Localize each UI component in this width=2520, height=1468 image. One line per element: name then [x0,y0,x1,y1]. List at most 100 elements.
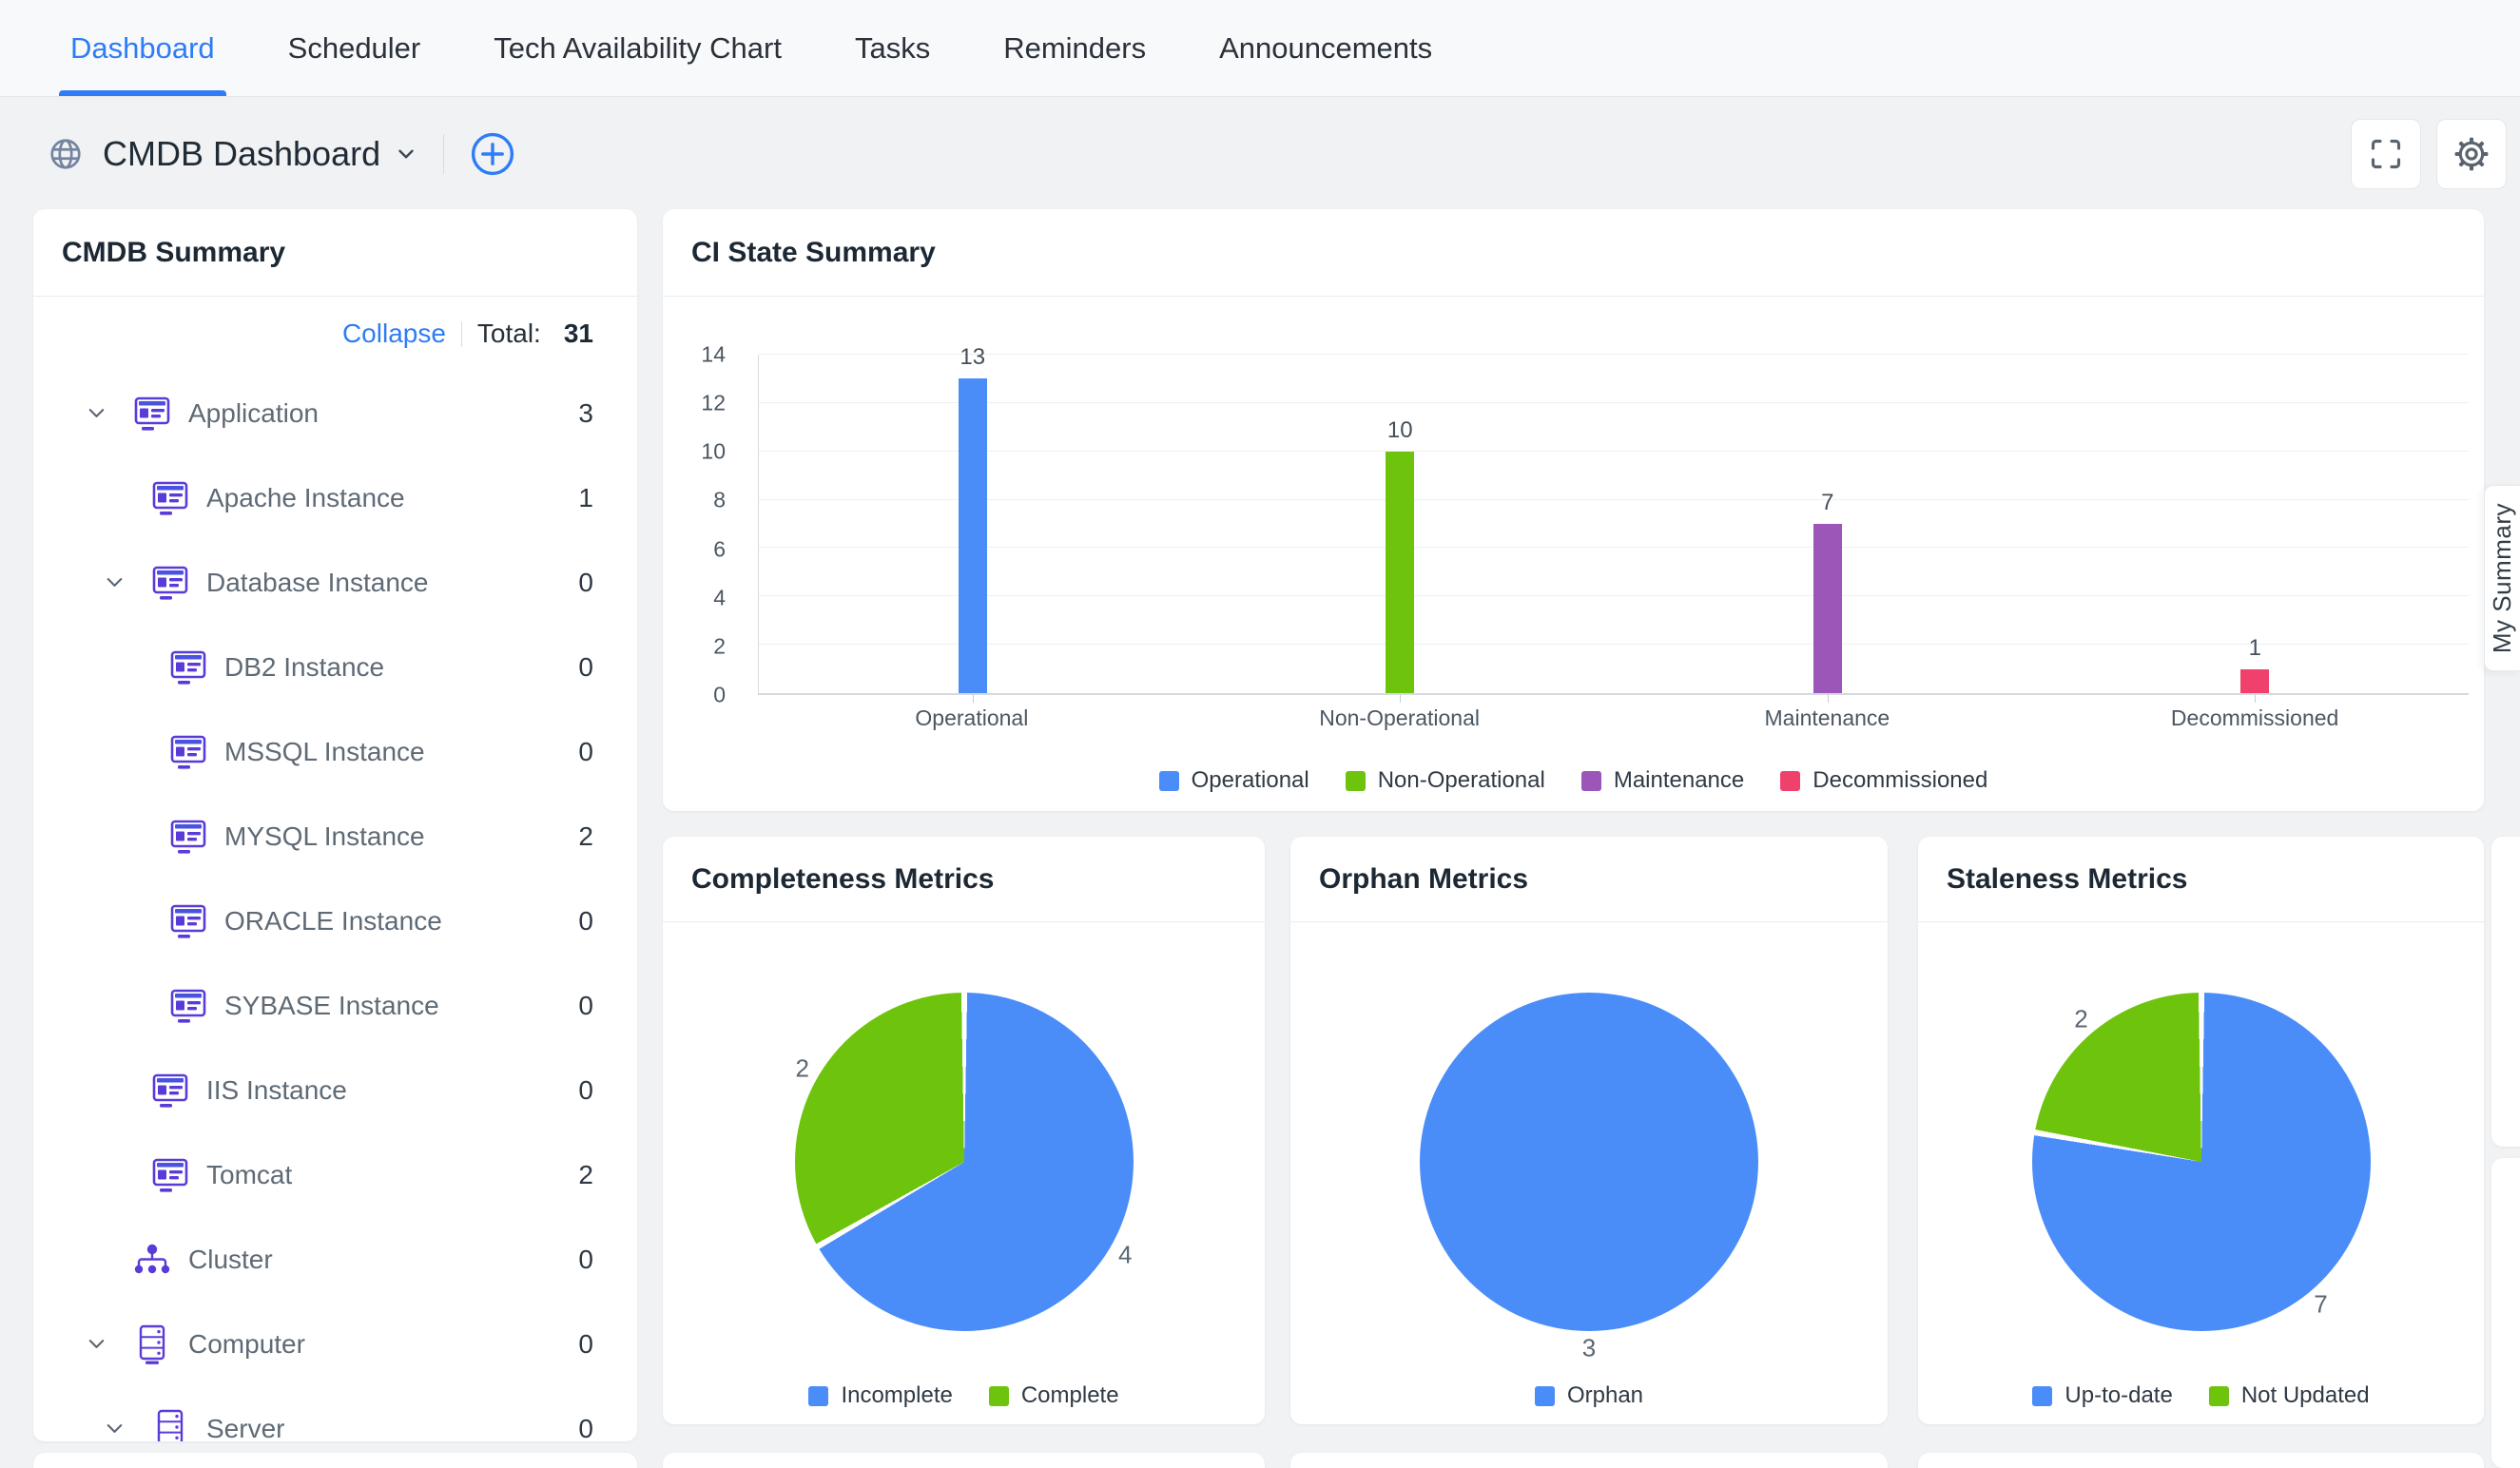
bar-value-label: 1 [2248,634,2261,661]
pie-chart[interactable] [794,993,1134,1331]
legend-item-up-to-date[interactable]: Up-to-date [2032,1382,2173,1409]
bar-operational[interactable]: 13 [958,344,987,693]
nav-tabs: Dashboard Scheduler Tech Availability Char… [0,0,2520,96]
tab-announcements[interactable]: Announcements [1219,30,1433,65]
chevron-down-icon[interactable] [86,1333,129,1355]
application-icon [147,560,193,606]
legend-swatch [1534,1385,1555,1406]
tree-item-mysql-instance[interactable]: MYSQL Instance 2 [33,794,637,879]
legend-swatch [988,1385,1009,1406]
legend-swatch [1345,770,1366,791]
legend-item-complete[interactable]: Complete [988,1382,1119,1409]
tree-item-count: 0 [578,1328,593,1359]
legend-item-decommissioned[interactable]: Decommissioned [1780,767,1987,794]
cmdb-summary-header: CMDB Summary [33,209,637,297]
tab-tech-availability-chart[interactable]: Tech Availability Chart [494,30,782,65]
tree-item-count: 0 [578,651,593,682]
tree-item-label: Apache Instance [206,482,405,512]
next-row-panel-edge [33,1453,637,1468]
legend-item-incomplete[interactable]: Incomplete [808,1382,953,1409]
legend-swatch [1580,770,1601,791]
fullscreen-button[interactable] [2351,118,2421,189]
tree-item-application[interactable]: Application 3 [33,371,637,455]
bar-maintenance[interactable]: 7 [1812,490,1842,693]
tree-item-label: SYBASE Instance [224,990,439,1020]
legend-item-operational[interactable]: Operational [1158,767,1309,794]
tree-item-server[interactable]: Server 0 [33,1386,637,1441]
tree-item-tomcat[interactable]: Tomcat 2 [33,1132,637,1217]
tree-item-database-instance[interactable]: Database Instance 0 [33,540,637,625]
tab-tasks[interactable]: Tasks [854,30,931,65]
dashboard-toolbar: CMDB Dashboard [0,98,2520,209]
legend-label: Complete [1020,1382,1119,1408]
tree-item-mssql-instance[interactable]: MSSQL Instance 0 [33,709,637,794]
globe-icon [48,136,84,172]
y-tick-label: 2 [713,633,726,659]
chevron-down-icon[interactable] [86,402,129,424]
bar-non-operational[interactable]: 10 [1386,417,1415,693]
bar-chart-y-axis: 0 2 4 6 8 10 12 14 [663,342,743,707]
tab-reminders[interactable]: Reminders [1003,30,1147,65]
tree-item-apache-instance[interactable]: Apache Instance 1 [33,455,637,540]
legend-item-not-updated[interactable]: Not Updated [2208,1382,2370,1409]
x-category-label: Maintenance [1764,705,1890,730]
bar-chart-plot: 13 10 7 1 [758,344,2469,703]
tree-controls: Collapse Total: 31 [33,297,637,371]
pie-chart[interactable] [1420,993,1758,1331]
settings-button[interactable] [2436,118,2507,189]
application-icon [147,1068,193,1113]
dashboard-title[interactable]: CMDB Dashboard [103,133,381,173]
tree-item-computer[interactable]: Computer 0 [33,1302,637,1386]
tree-item-label: ORACLE Instance [224,905,442,936]
controls-divider [460,320,462,347]
legend-item-non-operational[interactable]: Non-Operational [1345,767,1545,794]
tab-scheduler[interactable]: Scheduler [287,30,421,65]
x-category-label: Non-Operational [1319,705,1481,730]
legend-label: Non-Operational [1377,767,1545,793]
tree-item-db2-instance[interactable]: DB2 Instance 0 [33,625,637,709]
application-icon [147,1152,193,1198]
pie-value-label: 2 [795,1053,809,1083]
my-summary-tab[interactable]: My Summary [2484,485,2520,671]
bar-value-label: 13 [960,344,986,371]
tree-item-oracle-instance[interactable]: ORACLE Instance 0 [33,879,637,963]
add-dashboard-button[interactable] [469,130,516,178]
x-category-label: Decommissioned [2170,705,2339,730]
legend-item-orphan[interactable]: Orphan [1534,1382,1643,1409]
tree-item-cluster[interactable]: Cluster 0 [33,1217,637,1302]
next-row-panel-edge [663,1453,1265,1468]
tree-item-sybase-instance[interactable]: SYBASE Instance 0 [33,963,637,1048]
fullscreen-icon [2371,139,2401,168]
y-tick-label: 4 [713,585,726,610]
staleness-header: Staleness Metrics [1918,837,2484,922]
application-icon [165,814,211,860]
bar-decommissioned[interactable]: 1 [2240,635,2270,693]
legend-item-maintenance[interactable]: Maintenance [1580,767,1744,794]
tree-item-count: 2 [578,1159,593,1189]
tree-item-count: 3 [578,397,593,428]
tree-item-label: Tomcat [206,1159,293,1189]
clipped-panel-edge [2491,837,2520,1147]
y-tick-label: 6 [713,536,726,562]
y-tick-label: 14 [701,341,726,367]
tree-item-iis-instance[interactable]: IIS Instance 0 [33,1048,637,1132]
pie-chart[interactable] [2031,993,2371,1331]
chevron-down-icon[interactable] [394,142,418,166]
collapse-link[interactable]: Collapse [341,319,446,348]
computer-icon [129,1322,175,1367]
bar-value-label: 7 [1821,490,1834,515]
y-tick-label: 0 [713,682,726,707]
chevron-down-icon[interactable] [104,571,147,593]
tree-item-label: Cluster [188,1244,273,1274]
total-value: 31 [563,319,593,348]
cmdb-summary-title: CMDB Summary [62,236,286,268]
ci-state-title: CI State Summary [691,236,936,268]
total-label: Total: [476,319,541,348]
tab-dashboard[interactable]: Dashboard [59,0,226,96]
chevron-down-icon[interactable] [104,1418,147,1439]
tree-item-count: 0 [578,905,593,936]
legend-label: Not Updated [2240,1382,2370,1408]
